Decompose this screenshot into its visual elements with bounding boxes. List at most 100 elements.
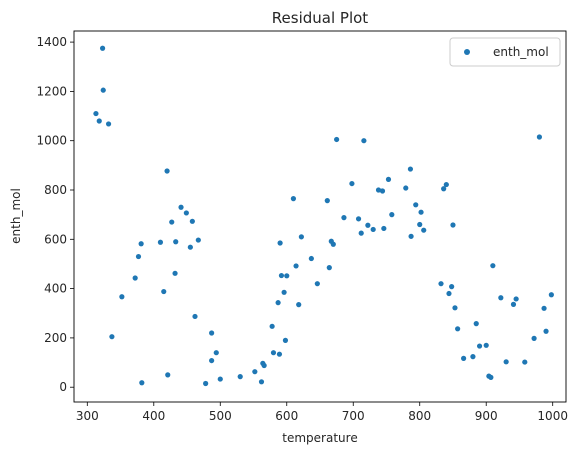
data-point <box>119 294 125 300</box>
data-point <box>99 45 106 51</box>
data-point <box>269 323 275 329</box>
data-point <box>473 321 479 327</box>
data-point <box>408 233 414 239</box>
data-point <box>173 239 179 245</box>
data-point <box>455 326 461 332</box>
data-point <box>379 188 386 194</box>
data-point <box>330 241 336 247</box>
data-point <box>261 362 267 369</box>
x-tick-label: 600 <box>275 409 298 423</box>
x-tick-label: 1000 <box>537 409 568 423</box>
data-point <box>385 176 392 182</box>
data-point <box>96 118 102 124</box>
data-point <box>355 216 362 222</box>
data-point <box>417 221 423 228</box>
data-point <box>503 359 509 365</box>
data-point <box>209 357 215 364</box>
data-point <box>358 230 364 236</box>
data-point <box>403 185 409 191</box>
x-tick-label: 700 <box>342 409 365 423</box>
data-point <box>389 212 395 218</box>
data-point <box>138 241 144 247</box>
legend-marker <box>464 49 470 55</box>
y-axis-ticks: 0 200 400 600 800 1000 1200 1400 <box>36 35 74 394</box>
chart-title: Residual Plot <box>272 9 369 27</box>
data-point <box>296 302 302 308</box>
plot-frame <box>73 30 567 403</box>
data-point <box>370 226 376 233</box>
data-point <box>438 281 444 287</box>
data-point <box>132 275 138 281</box>
data-point <box>450 222 456 228</box>
data-point <box>157 239 164 245</box>
data-point <box>413 202 419 208</box>
data-point <box>324 198 330 204</box>
data-point <box>278 272 285 279</box>
data-point <box>195 237 201 243</box>
data-point <box>418 209 424 215</box>
data-point <box>139 380 145 386</box>
data-point <box>452 305 458 311</box>
data-point <box>203 380 209 387</box>
data-point <box>93 110 99 117</box>
y-tick-label: 600 <box>44 232 67 246</box>
data-point <box>543 328 549 334</box>
data-point <box>217 376 223 382</box>
data-point <box>270 350 277 356</box>
x-tick-label: 900 <box>475 409 498 423</box>
data-point <box>169 219 175 225</box>
data-point <box>536 134 543 140</box>
data-point <box>375 187 382 193</box>
data-point <box>290 196 297 202</box>
data-point <box>483 342 489 348</box>
x-tick-label: 500 <box>209 409 232 423</box>
data-point <box>470 354 476 360</box>
data-point <box>449 284 455 290</box>
data-point <box>407 166 414 172</box>
x-tick-label: 400 <box>142 409 165 423</box>
y-tick-label: 200 <box>44 331 67 345</box>
data-point <box>284 273 290 279</box>
data-point <box>135 253 142 260</box>
data-point <box>275 300 281 306</box>
y-tick-label: 400 <box>44 282 67 296</box>
x-axis-ticks: 300 400 500 600 700 800 900 1000 <box>76 402 568 423</box>
data-point <box>488 374 494 380</box>
data-point <box>164 168 170 174</box>
x-tick-label: 300 <box>76 409 99 423</box>
legend-label: enth_mol <box>493 45 549 59</box>
data-point <box>187 244 193 250</box>
data-point <box>443 181 449 188</box>
data-point <box>476 343 483 349</box>
y-axis-label: enth_mol <box>9 188 23 244</box>
x-axis-label: temperature <box>282 431 357 445</box>
data-point <box>531 335 537 341</box>
data-point <box>510 301 517 307</box>
data-point <box>341 215 347 221</box>
y-tick-label: 1400 <box>36 35 67 49</box>
data-point <box>252 369 258 375</box>
data-point <box>446 290 452 297</box>
data-point <box>258 379 265 385</box>
data-point <box>109 334 115 340</box>
data-point <box>365 222 371 228</box>
data-point <box>237 374 243 380</box>
data-point <box>298 234 304 240</box>
data-point <box>522 359 528 365</box>
data-point <box>165 372 171 378</box>
y-tick-label: 1000 <box>36 134 67 148</box>
data-point <box>421 227 427 233</box>
data-point <box>381 225 387 232</box>
data-point <box>334 136 340 143</box>
data-point <box>490 263 496 269</box>
data-point <box>189 218 195 224</box>
data-point <box>183 210 189 216</box>
data-point <box>293 263 299 269</box>
data-point <box>178 204 184 210</box>
data-point <box>461 355 467 361</box>
y-tick-label: 0 <box>59 380 67 394</box>
data-point <box>100 87 106 93</box>
data-point <box>326 265 332 271</box>
